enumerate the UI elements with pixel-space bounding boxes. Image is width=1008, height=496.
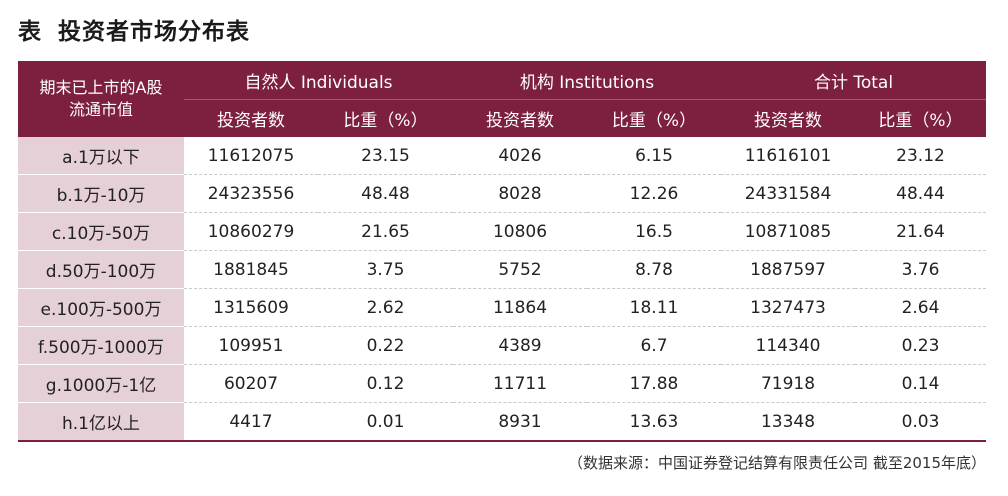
table-cell: 3.75	[318, 250, 453, 289]
row-label: g.1000万-1亿	[18, 364, 184, 403]
table-cell: 23.12	[855, 137, 987, 175]
table-cell: 6.7	[587, 326, 721, 365]
table-cell: 10806	[453, 212, 587, 251]
table-row: g.1000万-1亿 60207 0.12 11711 17.88 71918 …	[18, 364, 987, 403]
table-cell: 0.12	[318, 364, 453, 403]
table-cell: 16.5	[587, 212, 721, 251]
table-cell: 4389	[453, 326, 587, 365]
table-cell: 0.22	[318, 326, 453, 365]
table-row: d.50万-100万 1881845 3.75 5752 8.78 188759…	[18, 250, 987, 289]
table-row: b.1万-10万 24323556 48.48 8028 12.26 24331…	[18, 174, 987, 213]
table-cell: 0.14	[855, 364, 987, 403]
table-cell: 3.76	[855, 250, 987, 289]
row-label: h.1亿以上	[18, 402, 184, 442]
header-row-groups: 期末已上市的A股 流通市值 自然人 Individuals 机构 Institu…	[18, 61, 987, 137]
group-header-institutions: 机构 Institutions	[453, 61, 721, 100]
table-cell: 1315609	[184, 288, 318, 327]
table-cell: 21.65	[318, 212, 453, 251]
table-cell: 1887597	[721, 250, 855, 289]
table-cell: 1327473	[721, 288, 855, 327]
table-cell: 2.62	[318, 288, 453, 327]
corner-header: 期末已上市的A股 流通市值	[18, 61, 184, 137]
table-cell: 0.23	[855, 326, 987, 365]
table-cell: 4417	[184, 402, 318, 442]
table-cell: 10871085	[721, 212, 855, 251]
table-cell: 109951	[184, 326, 318, 365]
table-row: h.1亿以上 4417 0.01 8931 13.63 13348 0.03	[18, 402, 987, 442]
group-header-individuals: 自然人 Individuals	[184, 61, 453, 100]
table-cell: 13.63	[587, 402, 721, 442]
subheader-investor-count: 投资者数	[721, 99, 855, 137]
table-cell: 114340	[721, 326, 855, 365]
table-cell: 48.44	[855, 174, 987, 213]
table-body: a.1万以下 11612075 23.15 4026 6.15 11616101…	[18, 137, 987, 442]
header-row-subheaders: 投资者数 比重（%） 投资者数 比重（%） 投资者数 比重（%）	[18, 99, 987, 137]
table-cell: 18.11	[587, 288, 721, 327]
group-header-total: 合计 Total	[721, 61, 987, 100]
table-cell: 8.78	[587, 250, 721, 289]
subheader-investor-count: 投资者数	[453, 99, 587, 137]
table-cell: 0.01	[318, 402, 453, 442]
table-cell: 48.48	[318, 174, 453, 213]
table-cell: 24331584	[721, 174, 855, 213]
corner-header-line2: 流通市值	[68, 100, 133, 119]
table-cell: 1881845	[184, 250, 318, 289]
table-cell: 13348	[721, 402, 855, 442]
table-cell: 2.64	[855, 288, 987, 327]
table-cell: 6.15	[587, 137, 721, 175]
table-cell: 4026	[453, 137, 587, 175]
subheader-proportion: 比重（%）	[587, 99, 721, 137]
table-cell: 60207	[184, 364, 318, 403]
table-cell: 11864	[453, 288, 587, 327]
table-cell: 0.03	[855, 402, 987, 442]
table-cell: 71918	[721, 364, 855, 403]
investor-distribution-table: 期末已上市的A股 流通市值 自然人 Individuals 机构 Institu…	[18, 61, 987, 442]
page-title: 表投资者市场分布表	[18, 12, 250, 46]
corner-header-line1: 期末已上市的A股	[39, 78, 163, 97]
row-label: e.100万-500万	[18, 288, 184, 327]
table-cell: 11616101	[721, 137, 855, 175]
row-label: d.50万-100万	[18, 250, 184, 289]
subheader-proportion: 比重（%）	[318, 99, 453, 137]
table-cell: 21.64	[855, 212, 987, 251]
source-note: （数据来源：中国证券登记结算有限责任公司 截至2015年底）	[568, 454, 986, 472]
row-label: f.500万-1000万	[18, 326, 184, 365]
table-cell: 24323556	[184, 174, 318, 213]
table-cell: 5752	[453, 250, 587, 289]
table-cell: 12.26	[587, 174, 721, 213]
title-text: 投资者市场分布表	[58, 19, 250, 45]
table-row: c.10万-50万 10860279 21.65 10806 16.5 1087…	[18, 212, 987, 251]
row-label: a.1万以下	[18, 137, 184, 175]
table-cell: 8028	[453, 174, 587, 213]
table-row: a.1万以下 11612075 23.15 4026 6.15 11616101…	[18, 137, 987, 175]
table-cell: 11612075	[184, 137, 318, 175]
row-label: b.1万-10万	[18, 174, 184, 213]
row-label: c.10万-50万	[18, 212, 184, 251]
table-cell: 17.88	[587, 364, 721, 403]
table-row: e.100万-500万 1315609 2.62 11864 18.11 132…	[18, 288, 987, 327]
title-label: 表	[18, 19, 42, 45]
table-cell: 11711	[453, 364, 587, 403]
table-cell: 23.15	[318, 137, 453, 175]
subheader-investor-count: 投资者数	[184, 99, 318, 137]
subheader-proportion: 比重（%）	[855, 99, 987, 137]
table-cell: 10860279	[184, 212, 318, 251]
table-cell: 8931	[453, 402, 587, 442]
table-row: f.500万-1000万 109951 0.22 4389 6.7 114340…	[18, 326, 987, 365]
